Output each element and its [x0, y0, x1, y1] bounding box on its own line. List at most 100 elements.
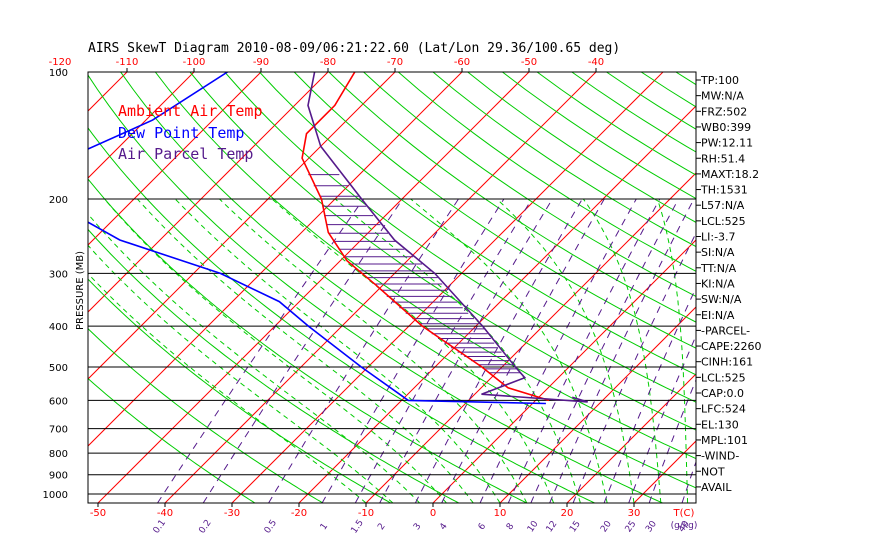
dry-adiabat-line	[259, 72, 696, 376]
isotherm-line	[0, 72, 60, 503]
moist-adiabat-line	[174, 198, 501, 503]
dry-adiabat-line	[120, 72, 696, 489]
mixing-ratio-label: 15	[568, 519, 583, 534]
index-value: MAXT:18.2	[701, 168, 759, 181]
mixing-ratio-line	[441, 198, 605, 503]
mixing-ratio-label: 1.5	[349, 518, 365, 535]
isotherm-line	[768, 72, 870, 503]
mixing-ratio-label: 20	[599, 519, 614, 534]
bottom-temp-tick-label: 10	[494, 508, 507, 519]
bottom-temp-tick-label: 0	[430, 508, 436, 519]
isotherm-line	[298, 105, 696, 503]
dry-adiabat-line	[88, 178, 527, 503]
legend: Ambient Air Temp Dew Point Temp Air Parc…	[118, 102, 263, 163]
y-axis-label: PRESSURE (MB)	[75, 251, 86, 330]
pressure-tick-label: 1000	[43, 490, 68, 501]
index-value: CAP:0.0	[701, 387, 744, 400]
dry-adiabat-line	[88, 328, 324, 503]
dry-adiabat-line	[88, 278, 391, 503]
index-value: FRZ:502	[701, 105, 747, 118]
moist-adiabat-line	[656, 198, 689, 503]
top-temp-tick-label: -80	[320, 57, 336, 68]
mixing-ratio-line	[479, 198, 637, 503]
pressure-tick-label: 700	[49, 425, 68, 436]
index-value: -WIND-	[701, 450, 739, 463]
dry-adiabat-line	[397, 72, 696, 272]
mixing-ratio-line	[572, 232, 696, 503]
mixing-ratio-label: 0.1	[152, 518, 168, 535]
isotherm-line	[88, 72, 463, 447]
top-temp-tick-label: -120	[49, 57, 72, 68]
index-value: AVAIL	[701, 481, 732, 494]
index-value: MPL:101	[701, 434, 748, 447]
background-lines	[0, 72, 870, 503]
mixing-ratio-label: 25	[624, 519, 639, 534]
top-temp-tick-label: -110	[116, 57, 139, 68]
top-temp-tick-label: -100	[183, 57, 206, 68]
cape-hatching	[308, 174, 521, 374]
moist-adiabat-line	[104, 198, 447, 503]
index-value: LCL:525	[701, 371, 746, 384]
index-value: MW:N/A	[701, 90, 744, 103]
air-parcel-temp-line	[307, 72, 588, 403]
isotherm-line	[164, 72, 597, 503]
dry-adiabat-line	[745, 72, 870, 503]
index-value: WB0:399	[701, 121, 751, 134]
index-panel: TP:100 MW:N/A FRZ:502 WB0:399 PW:12.11 RH:51.…	[696, 74, 762, 494]
mixing-ratio-label: 6	[477, 521, 489, 532]
index-value: L57:N/A	[701, 199, 745, 212]
dry-adiabat-line	[88, 377, 256, 503]
moist-adiabat-line	[334, 198, 581, 503]
dry-adiabat-line	[640, 72, 696, 108]
top-temp-tick-label: -40	[588, 57, 604, 68]
legend-dew-point-temp: Dew Point Temp	[118, 124, 244, 142]
moist-adiabat-line	[219, 198, 528, 503]
index-value: NOT	[701, 465, 725, 478]
mixing-ratio-label: 0.5	[263, 518, 279, 535]
index-value: PW:12.11	[701, 137, 753, 150]
pressure-tick-label: 500	[49, 363, 68, 374]
mixing-ratio-label: 1	[319, 522, 330, 532]
profile-series	[88, 72, 588, 405]
isotherm-line	[88, 72, 128, 112]
mixing-ratio-line	[157, 198, 364, 503]
index-value: TP:100	[700, 74, 739, 87]
pressure-tick-label: 300	[49, 269, 68, 280]
index-value: -PARCEL-	[701, 324, 750, 337]
index-value: SI:N/A	[701, 246, 735, 259]
legend-air-parcel-temp: Air Parcel Temp	[118, 145, 253, 163]
top-temp-tick-label: -70	[387, 57, 403, 68]
isotherm-line	[97, 72, 530, 503]
index-value: KI:N/A	[701, 277, 735, 290]
index-value: SW:N/A	[701, 293, 742, 306]
index-value: EL:130	[701, 418, 739, 431]
pressure-tick-label: 600	[49, 396, 68, 407]
dry-adiabat-line	[293, 72, 696, 349]
mixing-ratio-line	[681, 460, 696, 503]
pressure-tick-label: 900	[49, 471, 68, 482]
isotherm-line	[88, 72, 396, 380]
index-value: LI:-3.7	[701, 231, 736, 244]
bottom-temp-tick-label: -40	[157, 508, 173, 519]
isotherm-line	[499, 306, 696, 503]
mixing-ratio-label: 4	[438, 521, 450, 532]
dry-adiabat-line	[88, 127, 595, 503]
mixing-ratio-line	[321, 198, 505, 503]
mixing-ratio-line	[549, 198, 695, 503]
mixing-ratio-line	[507, 198, 661, 503]
dry-adiabat-line	[432, 72, 696, 248]
index-value: EI:N/A	[701, 309, 735, 322]
mixing-ratio-line	[414, 198, 583, 503]
mixing-ratio-unit: (g/kg)	[671, 521, 698, 531]
pressure-tick-label: 800	[49, 449, 68, 460]
legend-ambient-air-temp: Ambient Air Temp	[118, 102, 263, 120]
top-temp-tick-label: -60	[454, 57, 470, 68]
top-temp-tick-label: -90	[253, 57, 269, 68]
dry-adiabat-line	[189, 72, 696, 431]
bottom-temp-tick-label: 30	[628, 508, 641, 519]
mixing-ratio-line	[202, 198, 404, 503]
pressure-tick-label: 400	[49, 322, 68, 333]
mixing-ratio-line	[354, 198, 533, 503]
bottom-temp-tick-label: 20	[561, 508, 574, 519]
